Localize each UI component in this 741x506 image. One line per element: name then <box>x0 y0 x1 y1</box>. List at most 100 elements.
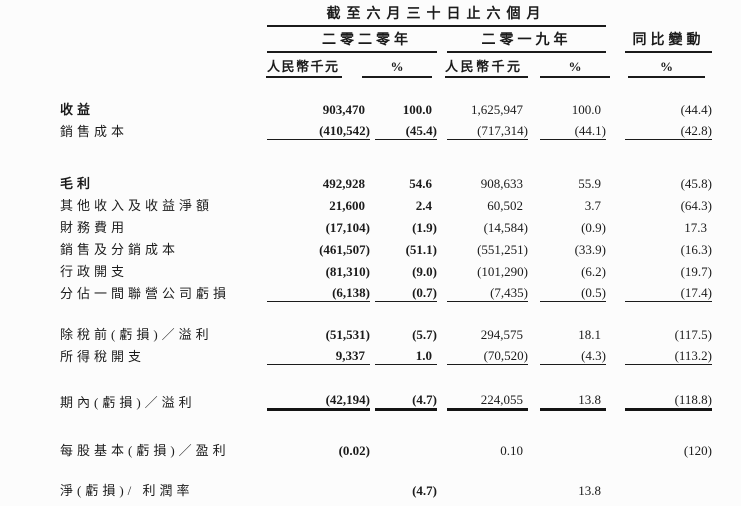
cell-value: (120) <box>683 443 712 458</box>
cell-value: (42,194) <box>267 391 370 411</box>
cell-value: (64.3) <box>680 198 712 213</box>
row-label: 毛利 <box>60 176 95 191</box>
column-group-2019: 二零一九年 <box>481 33 572 48</box>
table-row: 期內(虧損)／溢利 (42,194) (4.7) 224,055 13.8 (118.8) <box>60 389 712 411</box>
row-label: 財務費用 <box>60 220 129 235</box>
cell-value: (101,290) <box>477 264 528 279</box>
row-label: 每股基本(虧損)／盈利 <box>60 443 230 458</box>
subheader-pct-2019-rule <box>540 76 610 78</box>
row-label: 淨(虧損)/ 利潤率 <box>60 483 194 498</box>
period-header: 截至六月三十日止六個月 <box>326 7 547 22</box>
column-group-yoy-rule <box>625 51 712 53</box>
cell-value: 0.10 <box>500 443 523 458</box>
cell-value: (19.7) <box>680 264 712 279</box>
cell-value: 17.3 <box>684 220 707 235</box>
column-group-2020-rule <box>267 51 437 53</box>
subheader-pct-2020: % <box>390 59 404 74</box>
cell-value: 21,600 <box>329 198 365 213</box>
cell-value: (33.9) <box>574 242 606 257</box>
cell-value: (45.4) <box>375 122 437 140</box>
cell-value: (4.7) <box>412 483 437 498</box>
table-row: 淨(虧損)/ 利潤率 (4.7) 13.8 <box>60 477 712 499</box>
cell-value: (0.7) <box>375 284 437 302</box>
cell-value: (44.4) <box>680 102 712 117</box>
spacer-row <box>60 459 712 477</box>
spacer-row <box>60 302 712 321</box>
cell-value: 3.7 <box>584 198 601 213</box>
cell-value: (551,251) <box>477 242 528 257</box>
subheader-pct-2019: % <box>568 59 582 74</box>
cell-value: (51.1) <box>405 242 437 257</box>
cell-value: (6.2) <box>581 264 606 279</box>
table-row: 財務費用 (17,104) (1.9) (14,584) (0.9) 17.3 <box>60 214 712 236</box>
cell-value: (118.8) <box>625 391 712 411</box>
cell-value: (9.0) <box>412 264 437 279</box>
column-group-2019-rule <box>447 51 606 53</box>
table-row: 分佔一間聯營公司虧損 (6,138) (0.7) (7,435) (0.5) (17.4) <box>60 280 712 302</box>
cell-value: 100.0 <box>402 102 432 117</box>
cell-value: 492,928 <box>322 176 365 191</box>
cell-value: (461,507) <box>319 242 370 257</box>
cell-value: (17.4) <box>625 284 712 302</box>
financial-table: 收益 903,470 100.0 1,625,947 100.0 (44.4) 銷售成本 (4… <box>60 96 712 499</box>
cell-value: (717,314) <box>447 122 528 140</box>
cell-value: (0.9) <box>581 220 606 235</box>
financial-table-body: 收益 903,470 100.0 1,625,947 100.0 (44.4) 銷售成本 (4… <box>60 96 712 499</box>
row-label: 所得稅開支 <box>60 349 146 364</box>
row-label: 其他收入及收益淨額 <box>60 198 214 213</box>
subheader-rmb-2019-rule <box>445 76 528 78</box>
cell-value: 294,575 <box>480 327 523 342</box>
cell-value: 1.0 <box>375 347 437 365</box>
spacer-row <box>60 365 712 389</box>
subheader-rmb-2020: 人民幣千元 <box>267 59 340 74</box>
cell-value: (410,542) <box>267 122 370 140</box>
column-group-2020: 二零二零年 <box>322 33 412 48</box>
table-row: 除稅前(虧損)／溢利 (51,531) (5.7) 294,575 18.1 (117.5… <box>60 321 712 343</box>
row-label: 期內(虧損)／溢利 <box>60 395 196 410</box>
cell-value: (44.1) <box>540 122 606 140</box>
cell-value: 908,633 <box>480 176 523 191</box>
column-group-yoy: 同比變動 <box>632 33 705 48</box>
cell-value: 54.6 <box>409 176 432 191</box>
cell-value: (0.02) <box>338 443 370 458</box>
table-row: 收益 903,470 100.0 1,625,947 100.0 (44.4) <box>60 96 712 118</box>
row-label: 分佔一間聯營公司虧損 <box>60 286 231 301</box>
cell-value: 18.1 <box>578 327 601 342</box>
table-row: 銷售及分銷成本 (461,507) (51.1) (551,251) (33.9) (16… <box>60 236 712 258</box>
cell-value: (16.3) <box>680 242 712 257</box>
cell-value: (4.7) <box>375 391 437 411</box>
cell-value: (6,138) <box>267 284 370 302</box>
row-label: 銷售及分銷成本 <box>60 242 180 257</box>
cell-value: 100.0 <box>571 102 601 117</box>
subheader-pct-yoy-rule <box>628 76 705 78</box>
cell-value: (0.5) <box>540 284 606 302</box>
cell-value: (81,310) <box>325 264 370 279</box>
cell-value: (42.8) <box>625 122 712 140</box>
cell-value: 55.9 <box>578 176 601 191</box>
cell-value: (17,104) <box>325 220 370 235</box>
cell-value: 224,055 <box>447 391 528 411</box>
cell-value: 1,625,947 <box>471 102 523 117</box>
row-label: 銷售成本 <box>60 124 129 139</box>
cell-value: (45.8) <box>680 176 712 191</box>
row-label: 收益 <box>60 102 95 117</box>
row-label: 除稅前(虧損)／溢利 <box>60 327 213 342</box>
cell-value: (51,531) <box>325 327 370 342</box>
cell-value: 13.8 <box>578 483 601 498</box>
cell-value: (4.3) <box>540 347 606 365</box>
subheader-rmb-2020-rule <box>266 76 342 78</box>
period-header-rule <box>267 25 606 27</box>
table-row: 其他收入及收益淨額 21,600 2.4 60,502 3.7 (64.3) <box>60 192 712 214</box>
cell-value: 903,470 <box>322 102 365 117</box>
row-label: 行政開支 <box>60 264 129 279</box>
cell-value: 60,502 <box>487 198 523 213</box>
cell-value: (117.5) <box>674 327 712 342</box>
subheader-pct-2020-rule <box>362 76 432 78</box>
cell-value: 2.4 <box>415 198 432 213</box>
spacer-row <box>60 140 712 170</box>
cell-value: (5.7) <box>412 327 437 342</box>
cell-value: (70,520) <box>447 347 528 365</box>
cell-value: 13.8 <box>540 391 606 411</box>
cell-value: 9,337 <box>267 347 370 365</box>
